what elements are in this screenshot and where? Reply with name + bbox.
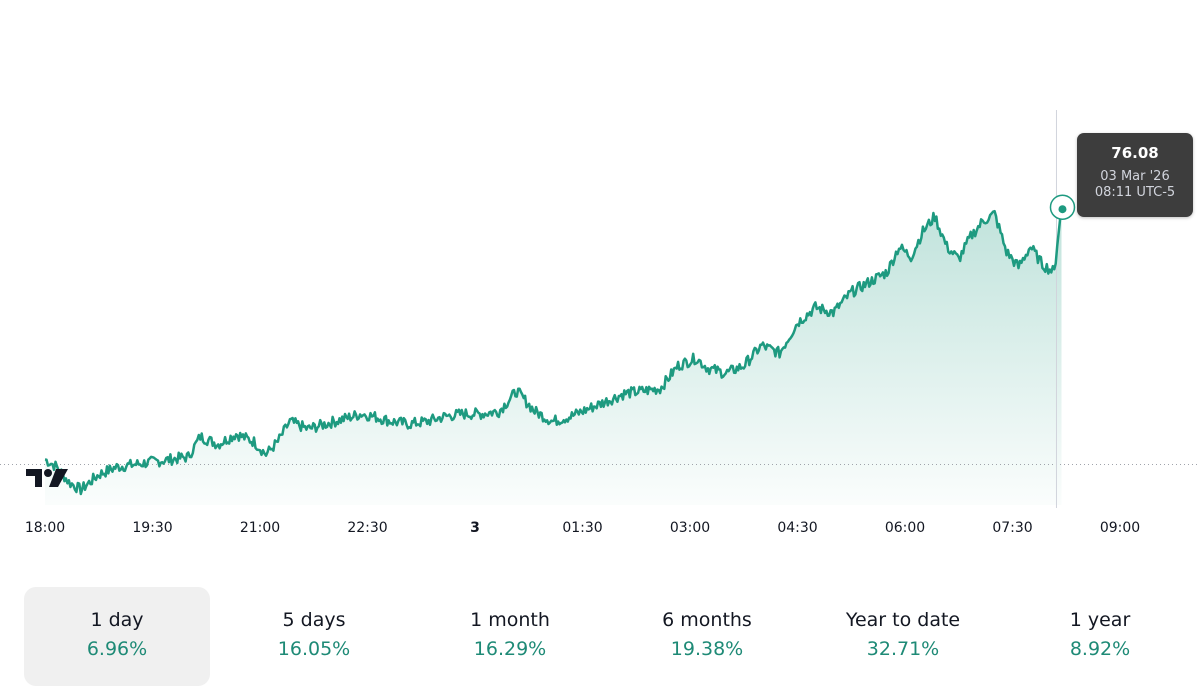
- period-1-day[interactable]: 1 day 6.96%: [24, 587, 210, 686]
- x-tick-label: 09:00: [1100, 520, 1140, 536]
- x-tick-label: 07:30: [992, 520, 1032, 536]
- tooltip-time: 08:11 UTC-5: [1094, 185, 1176, 200]
- period-label: 6 months: [662, 609, 752, 631]
- period-6-months[interactable]: 6 months 19.38%: [614, 587, 800, 686]
- tooltip-date: 03 Mar '26: [1100, 169, 1170, 184]
- period-year-to-date[interactable]: Year to date 32.71%: [810, 587, 996, 686]
- area-fill: [45, 207, 1062, 505]
- price-area: [45, 207, 1062, 505]
- x-tick-label: 19:30: [132, 520, 172, 536]
- price-line: [44, 207, 1063, 496]
- period-change: 6.96%: [86, 638, 148, 660]
- period-1-year[interactable]: 1 year 8.92%: [1007, 587, 1193, 686]
- price-chart[interactable]: 18:00 19:30 21:00 22:30 3 01:30 03:00 04:30 06:0…: [0, 0, 1197, 560]
- x-tick-label: 03:00: [670, 520, 710, 536]
- x-tick-label: 18:00: [25, 520, 65, 536]
- period-label: 5 days: [282, 609, 346, 631]
- x-tick-label: 22:30: [347, 520, 387, 536]
- last-price-marker[interactable]: [1049, 194, 1076, 220]
- period-label: 1 year: [1069, 609, 1131, 631]
- x-axis: 18:00 19:30 21:00 22:30 3 01:30 03:00 04:30 06:0…: [25, 520, 1140, 536]
- x-tick-label: 06:00: [885, 520, 925, 536]
- period-change: 19.38%: [670, 638, 744, 660]
- x-tick-label: 01:30: [562, 520, 602, 536]
- x-tick-label: 04:30: [777, 520, 817, 536]
- period-label: 1 day: [90, 609, 144, 631]
- period-selector: 1 day 6.96% 5 days 16.05% 1 month 16.29%…: [24, 587, 1196, 686]
- period-change: 32.71%: [866, 638, 940, 660]
- period-label: 1 month: [470, 609, 550, 631]
- period-change: 8.92%: [1069, 638, 1131, 660]
- period-1-month[interactable]: 1 month 16.29%: [417, 587, 603, 686]
- period-5-days[interactable]: 5 days 16.05%: [221, 587, 407, 686]
- series-line: [44, 207, 1063, 496]
- x-tick-label: 3: [470, 520, 480, 536]
- x-tick-label: 21:00: [240, 520, 280, 536]
- marker-dot: [1058, 205, 1067, 214]
- period-label: Year to date: [845, 609, 961, 631]
- tooltip-price: 76.08: [1111, 144, 1159, 162]
- price-tooltip: 76.08 03 Mar '26 08:11 UTC-5: [1077, 133, 1193, 217]
- period-change: 16.05%: [277, 638, 351, 660]
- tradingview-logo-icon: [26, 469, 68, 487]
- period-change: 16.29%: [473, 638, 547, 660]
